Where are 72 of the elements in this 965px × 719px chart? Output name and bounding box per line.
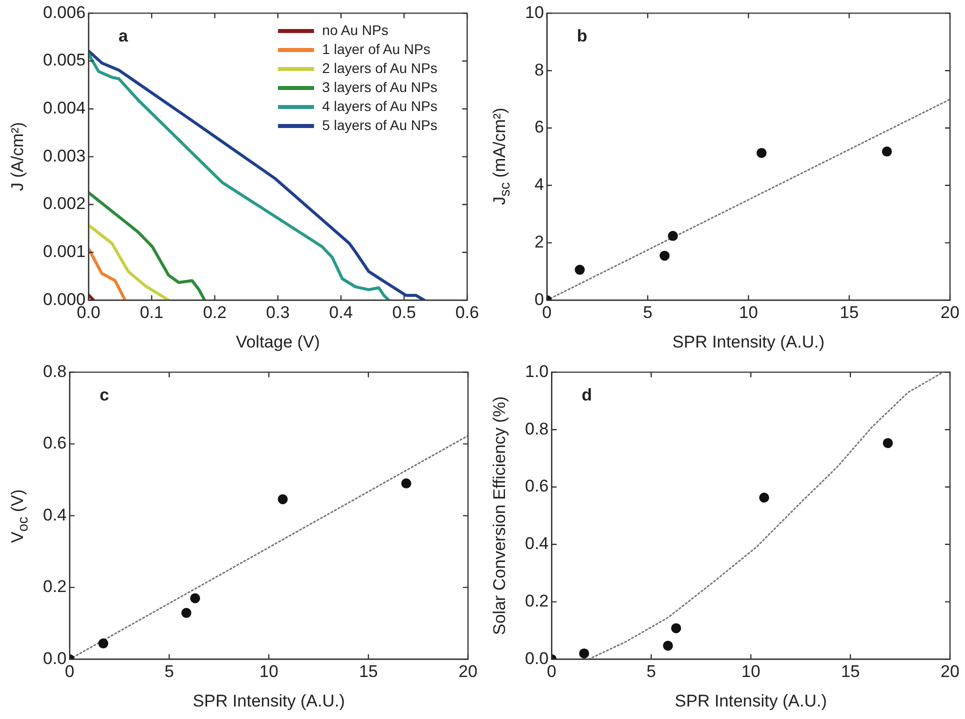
point: [98, 638, 108, 648]
legend-label: 5 layers of Au NPs: [322, 116, 438, 136]
point: [756, 148, 767, 158]
point: [660, 250, 670, 261]
y-tick-label: 0.8: [42, 362, 67, 381]
y-tick-label: 6: [534, 118, 544, 137]
x-tick-label: 5: [164, 662, 174, 682]
annotation: d: [582, 385, 592, 404]
x-tick-label: 15: [358, 662, 378, 682]
x-tick-label: 15: [840, 303, 859, 322]
point: [190, 593, 200, 604]
point: [668, 230, 678, 241]
x-axis-title: Voltage (V): [236, 332, 320, 352]
x-tick-label: 0.5: [392, 303, 416, 322]
x-tick-label: 5: [642, 303, 652, 322]
annotation: b: [576, 26, 588, 46]
point: [882, 438, 893, 448]
y-tick-label: 0.003: [42, 146, 86, 166]
point: [882, 146, 892, 157]
annotation: c: [100, 385, 110, 404]
y-tick-label: 0.0: [524, 648, 549, 668]
point: [579, 648, 590, 658]
y-tick-label: 8: [534, 60, 544, 80]
y-tick-label: 0: [534, 290, 544, 309]
y-tick-label: 0.006: [42, 2, 86, 22]
legend-label: 3 layers of Au NPs: [322, 78, 438, 98]
x-axis-title: SPR Intensity (A.U.): [672, 332, 825, 352]
x-axis-title: SPR Intensity (A.U.): [192, 691, 345, 710]
y-tick-label: 2: [534, 232, 544, 252]
x-tick-label: 0.2: [202, 303, 227, 322]
point: [759, 492, 770, 503]
x-tick-label: 0.4: [329, 303, 353, 322]
legend-label: 4 layers of Au NPs: [322, 97, 438, 116]
x-tick-label: 20: [940, 662, 960, 682]
x-tick-label: 20: [458, 662, 478, 682]
x-tick-label: 5: [646, 662, 656, 682]
point: [401, 478, 412, 488]
y-tick-label: 0.001: [42, 242, 86, 262]
y-tick-label: 0.4: [42, 505, 67, 524]
x-axis-title: SPR Intensity (A.U.): [674, 691, 827, 710]
point: [574, 264, 585, 275]
y-tick-label: 1.0: [524, 362, 549, 381]
x-tick-label: 0.1: [140, 303, 164, 322]
legend-label: 1 layer of Au NPs: [322, 40, 430, 60]
annotation: a: [118, 26, 129, 46]
y-tick-label: 0.8: [524, 419, 549, 438]
x-tick-label: 10: [259, 662, 278, 682]
x-tick-label: 20: [940, 303, 960, 322]
y-tick-label: 4: [534, 175, 544, 194]
y-tick-label: 0.6: [42, 434, 67, 453]
y-tick-label: 0.005: [42, 50, 86, 70]
y-tick-label: 0.002: [42, 194, 86, 214]
y-tick-label: 0.4: [524, 534, 549, 554]
point: [671, 623, 682, 634]
x-tick-label: 15: [840, 662, 860, 682]
y-tick-label: 0.2: [42, 577, 67, 596]
x-tick-label: 10: [741, 662, 760, 682]
legend-label: no Au NPs: [322, 21, 388, 40]
point: [662, 640, 673, 651]
y-tick-label: 0.6: [524, 476, 549, 496]
y-tick-label: 0.0: [42, 648, 67, 668]
legend-label: 2 layers of Au NPs: [322, 59, 438, 78]
x-tick-label: 10: [738, 303, 758, 322]
y-tick-label: 0.004: [42, 98, 86, 118]
y-tick-label: 0.2: [524, 591, 549, 610]
y-axis-title: J (A/cm²): [8, 122, 28, 192]
y-tick-label: 10: [524, 2, 544, 22]
x-tick-label: 0.6: [455, 303, 480, 322]
y-axis-title: Solar Conversion Efficiency (%): [490, 396, 510, 636]
point: [278, 494, 288, 504]
x-tick-label: 0.3: [266, 303, 290, 322]
point: [181, 608, 192, 618]
